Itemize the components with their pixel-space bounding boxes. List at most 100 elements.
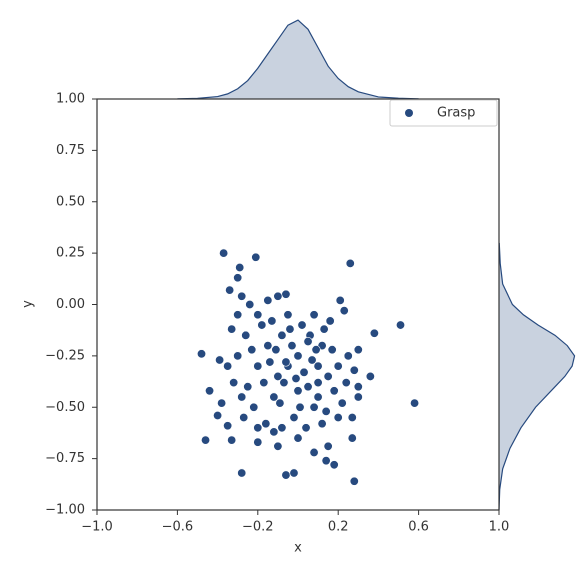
point bbox=[217, 398, 227, 408]
point bbox=[227, 324, 237, 334]
point bbox=[345, 258, 355, 268]
point bbox=[237, 291, 247, 301]
point bbox=[277, 423, 287, 433]
point bbox=[275, 398, 285, 408]
point bbox=[313, 392, 323, 402]
y-tick-label: −0.50 bbox=[45, 400, 85, 415]
point bbox=[369, 328, 379, 338]
point bbox=[281, 357, 291, 367]
point bbox=[229, 378, 239, 388]
point bbox=[233, 273, 243, 283]
point bbox=[307, 355, 317, 365]
y-tick-label: −1.00 bbox=[45, 503, 85, 518]
point bbox=[273, 441, 283, 451]
point bbox=[273, 371, 283, 381]
point bbox=[289, 413, 299, 423]
x-density-line bbox=[177, 19, 419, 100]
x-tick-label: −0.2 bbox=[242, 520, 274, 535]
legend-label: Grasp bbox=[437, 106, 475, 121]
point bbox=[353, 345, 363, 355]
point bbox=[327, 345, 337, 355]
point bbox=[265, 357, 275, 367]
point bbox=[293, 433, 303, 443]
point bbox=[349, 476, 359, 486]
point bbox=[205, 386, 215, 396]
point bbox=[321, 406, 331, 416]
point bbox=[410, 398, 420, 408]
point bbox=[263, 295, 273, 305]
point bbox=[281, 470, 291, 480]
point bbox=[263, 341, 273, 351]
x-tick-label: −0.6 bbox=[162, 520, 194, 535]
point bbox=[233, 351, 243, 361]
point bbox=[343, 351, 353, 361]
point bbox=[277, 330, 287, 340]
point bbox=[313, 378, 323, 388]
point bbox=[239, 413, 249, 423]
point bbox=[269, 427, 279, 437]
point bbox=[349, 365, 359, 375]
point bbox=[259, 378, 269, 388]
point bbox=[301, 423, 311, 433]
point bbox=[329, 386, 339, 396]
x-tick-label: −1.0 bbox=[81, 520, 113, 535]
y-density bbox=[499, 242, 575, 510]
point bbox=[329, 460, 339, 470]
y-tick-label: 0.25 bbox=[56, 246, 85, 261]
point bbox=[245, 299, 255, 309]
point bbox=[323, 441, 333, 451]
point bbox=[267, 316, 277, 326]
point bbox=[289, 468, 299, 478]
point bbox=[241, 330, 251, 340]
point bbox=[235, 263, 245, 273]
point bbox=[237, 392, 247, 402]
legend-box bbox=[389, 99, 498, 127]
point bbox=[335, 295, 345, 305]
point bbox=[279, 378, 289, 388]
point bbox=[347, 413, 357, 423]
point bbox=[257, 320, 267, 330]
point bbox=[339, 306, 349, 316]
point bbox=[223, 361, 233, 371]
point bbox=[333, 361, 343, 371]
x-tick-label: 0.2 bbox=[328, 520, 349, 535]
point bbox=[297, 320, 307, 330]
point bbox=[323, 371, 333, 381]
point bbox=[313, 361, 323, 371]
point bbox=[303, 382, 313, 392]
point bbox=[233, 310, 243, 320]
point bbox=[309, 310, 319, 320]
plot-frame bbox=[96, 98, 500, 511]
y-tick-label: 1.00 bbox=[56, 92, 85, 107]
point bbox=[223, 421, 233, 431]
point bbox=[271, 345, 281, 355]
y-axis-label: y bbox=[21, 300, 36, 308]
point bbox=[213, 410, 223, 420]
point bbox=[247, 345, 257, 355]
y-tick-label: −0.25 bbox=[45, 348, 85, 363]
point bbox=[249, 402, 259, 412]
point bbox=[253, 310, 263, 320]
point bbox=[309, 447, 319, 457]
point bbox=[251, 252, 261, 262]
legend-marker bbox=[405, 109, 413, 117]
point bbox=[243, 382, 253, 392]
y-tick-label: 0.75 bbox=[56, 143, 85, 158]
y-density-line bbox=[498, 242, 576, 511]
point bbox=[299, 367, 309, 377]
point bbox=[337, 398, 347, 408]
point bbox=[197, 349, 207, 359]
point bbox=[365, 371, 375, 381]
point bbox=[291, 373, 301, 383]
point bbox=[273, 291, 283, 301]
x-tick-label: 1.0 bbox=[489, 520, 510, 535]
point bbox=[325, 316, 335, 326]
point bbox=[237, 468, 247, 478]
point bbox=[269, 392, 279, 402]
point bbox=[295, 402, 305, 412]
point bbox=[311, 345, 321, 355]
point bbox=[285, 324, 295, 334]
point bbox=[333, 413, 343, 423]
point bbox=[341, 378, 351, 388]
